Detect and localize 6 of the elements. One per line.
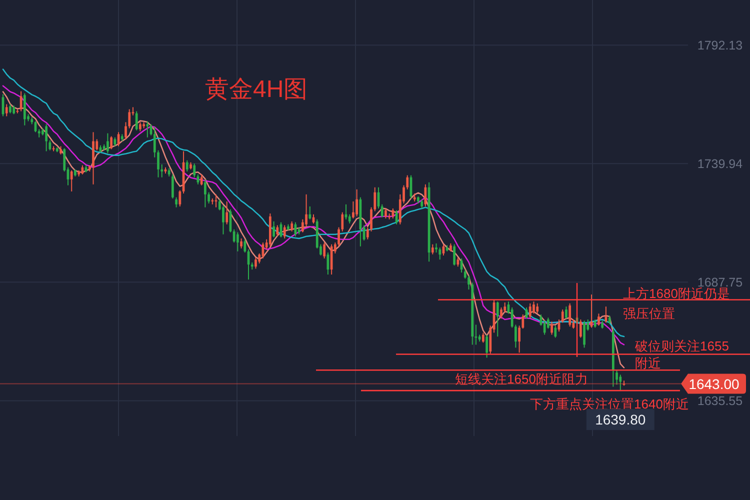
- y-tick-label: 1739.94: [697, 156, 743, 171]
- y-tick-label: 1635.55: [697, 394, 743, 408]
- annotation: 1639.80: [595, 412, 646, 428]
- ref-line-label: 1643.00: [688, 376, 740, 392]
- y-tick-label: 1792.13: [697, 38, 743, 52]
- text: 黄金4H图: [205, 76, 308, 103]
